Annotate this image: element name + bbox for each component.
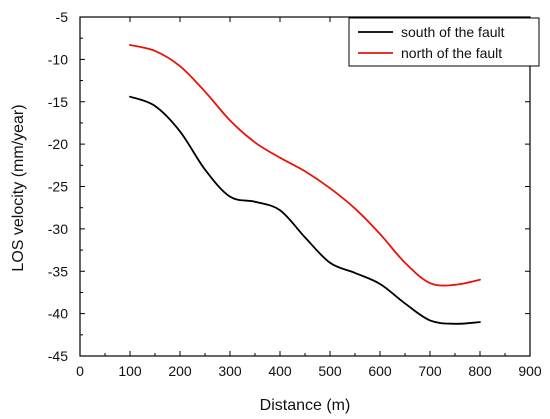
x-tick-label: 700: [418, 363, 442, 379]
y-tick-label: -15: [48, 94, 68, 110]
y-tick-label: -35: [48, 263, 68, 279]
legend-box: [348, 17, 540, 67]
y-tick-label: -45: [48, 348, 68, 364]
x-tick-label: 300: [218, 363, 242, 379]
y-tick-label: -25: [48, 179, 68, 195]
y-tick-label: -40: [48, 306, 68, 322]
y-tick-label: -20: [48, 136, 68, 152]
x-tick-label: 800: [468, 363, 492, 379]
legend-label: north of the fault: [401, 45, 502, 61]
series-line-north: [129, 44, 481, 287]
x-tick-label: 200: [168, 363, 192, 379]
legend: south of the fault north of the fault: [348, 17, 540, 67]
legend-label: south of the fault: [401, 24, 505, 40]
axes: 0 100 200 300 400 500 600 700 800 900 -5 -10 -15 -20 -…: [48, 9, 542, 379]
x-tick-label: 400: [268, 363, 292, 379]
x-tick-label: 600: [368, 363, 392, 379]
y-axis-label: LOS velocity (mm/year): [10, 104, 27, 271]
series-line-south: [129, 95, 481, 325]
x-tick-label: 500: [318, 363, 342, 379]
y-tick-label: -5: [56, 9, 69, 25]
series-lines: [129, 44, 481, 325]
x-tick-label: 900: [518, 363, 542, 379]
x-tick-label: 100: [118, 363, 142, 379]
y-tick-label: -10: [48, 51, 68, 67]
x-tick-label: 0: [76, 363, 84, 379]
plot-frame: [79, 16, 531, 357]
y-tick-label: -30: [48, 221, 68, 237]
x-axis-label: Distance (m): [260, 397, 351, 414]
